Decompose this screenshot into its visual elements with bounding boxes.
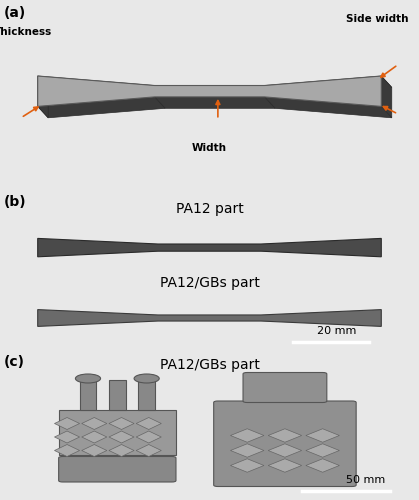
Polygon shape — [38, 310, 381, 326]
Polygon shape — [54, 418, 80, 430]
Polygon shape — [54, 431, 80, 443]
Circle shape — [75, 374, 101, 383]
Polygon shape — [306, 444, 339, 457]
Polygon shape — [268, 428, 302, 442]
FancyBboxPatch shape — [59, 456, 176, 482]
Polygon shape — [155, 97, 275, 108]
Polygon shape — [38, 238, 381, 257]
Polygon shape — [136, 418, 161, 430]
Polygon shape — [306, 428, 339, 442]
Polygon shape — [230, 444, 264, 457]
Polygon shape — [38, 97, 165, 118]
Polygon shape — [381, 76, 392, 118]
Bar — [138, 380, 155, 410]
Polygon shape — [82, 444, 107, 456]
Text: 50 mm: 50 mm — [346, 475, 385, 485]
Polygon shape — [230, 428, 264, 442]
Circle shape — [134, 374, 159, 383]
Bar — [80, 380, 96, 410]
Text: (b): (b) — [4, 195, 27, 209]
Polygon shape — [136, 444, 161, 456]
Text: (a): (a) — [4, 6, 26, 20]
Text: 20 mm: 20 mm — [317, 326, 356, 336]
Polygon shape — [155, 86, 275, 97]
Polygon shape — [264, 76, 392, 97]
Polygon shape — [38, 76, 381, 106]
Polygon shape — [268, 459, 302, 472]
Polygon shape — [306, 459, 339, 472]
Text: PA12/GBs part: PA12/GBs part — [160, 358, 259, 372]
Polygon shape — [82, 418, 107, 430]
Polygon shape — [136, 431, 161, 443]
Polygon shape — [109, 444, 134, 456]
Text: PA12 part: PA12 part — [176, 202, 243, 216]
FancyBboxPatch shape — [243, 372, 327, 402]
Bar — [59, 410, 176, 455]
Text: Width: Width — [192, 143, 227, 153]
Text: Side width: Side width — [346, 14, 409, 24]
Bar — [109, 380, 126, 410]
Polygon shape — [268, 444, 302, 457]
Polygon shape — [109, 418, 134, 430]
FancyBboxPatch shape — [214, 401, 356, 486]
Text: Thickness: Thickness — [0, 28, 52, 38]
Text: PA12/GBs part: PA12/GBs part — [160, 276, 259, 290]
Text: (c): (c) — [4, 354, 25, 368]
Polygon shape — [38, 76, 48, 118]
Polygon shape — [109, 431, 134, 443]
Polygon shape — [54, 444, 80, 456]
Polygon shape — [264, 97, 392, 118]
Polygon shape — [38, 76, 165, 97]
Polygon shape — [82, 431, 107, 443]
Polygon shape — [230, 459, 264, 472]
